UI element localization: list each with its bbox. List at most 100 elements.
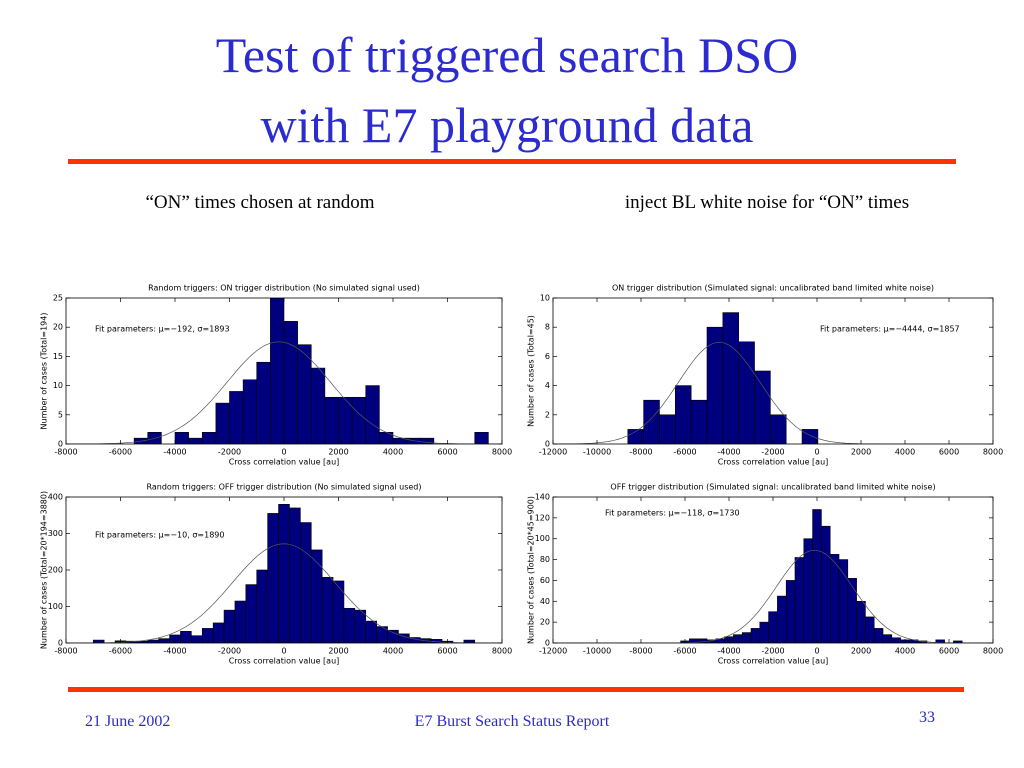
- bar: [365, 620, 377, 643]
- x-tick-label: 2000: [851, 647, 871, 656]
- x-tick-label: -2000: [218, 647, 241, 656]
- x-tick-label: 0: [281, 647, 286, 656]
- bar: [768, 611, 778, 643]
- bar: [706, 326, 724, 444]
- bar: [659, 414, 676, 444]
- bar: [856, 600, 866, 643]
- x-tick-label: 4000: [895, 647, 915, 656]
- y-tick-label: 0: [545, 639, 550, 648]
- x-tick-label: -8000: [54, 647, 77, 656]
- y-tick-label: 0: [58, 639, 63, 648]
- chart-title: OFF trigger distribution (Simulated sign…: [610, 483, 935, 492]
- x-tick-label: -10000: [583, 647, 611, 656]
- bar: [289, 507, 301, 643]
- bar: [310, 367, 326, 444]
- caption: inject BL white noise for “ON” times: [625, 192, 909, 213]
- bar: [643, 399, 660, 444]
- slide-title: with E7 playground data: [261, 97, 754, 153]
- x-tick-label: 8000: [492, 647, 512, 656]
- x-tick-label: -6000: [673, 647, 696, 656]
- bar: [882, 634, 893, 643]
- bar: [332, 580, 345, 643]
- bar: [229, 391, 244, 444]
- y-tick-label: 200: [48, 566, 63, 575]
- y-axis-label: Number of cases (Total=20*194=3880): [40, 491, 49, 649]
- y-tick-label: 5: [58, 410, 63, 419]
- y-tick-label: 0: [545, 440, 550, 449]
- bar: [147, 639, 159, 643]
- x-tick-label: 2000: [851, 448, 871, 457]
- x-tick-label: 0: [281, 448, 286, 457]
- bar: [267, 513, 279, 643]
- x-tick-label: 8000: [983, 448, 1003, 457]
- y-tick-label: 140: [535, 493, 550, 502]
- bar: [690, 399, 708, 444]
- plot: [553, 497, 993, 643]
- x-axis-label: Cross correlation value [au]: [229, 657, 340, 666]
- bar: [215, 402, 230, 444]
- x-tick-label: -12000: [539, 647, 567, 656]
- y-tick-label: 0: [58, 440, 63, 449]
- bar: [821, 525, 831, 643]
- x-tick-label: 0: [814, 647, 819, 656]
- fit-label: Fit parameters: μ=−192, σ=1893: [95, 325, 230, 334]
- x-tick-label: -2000: [218, 448, 241, 457]
- y-tick-label: 60: [540, 576, 550, 585]
- x-tick-label: -8000: [629, 448, 652, 457]
- bar: [463, 639, 476, 643]
- x-tick-label: -4000: [163, 448, 186, 457]
- plot: [553, 298, 993, 444]
- x-tick-label: -4000: [717, 647, 740, 656]
- bar: [354, 609, 367, 643]
- y-tick-label: 4: [545, 381, 550, 390]
- bar: [777, 595, 787, 643]
- y-axis-label: Number of cases (Total=194): [40, 313, 49, 430]
- chart-title: Random triggers: OFF trigger distributio…: [147, 483, 422, 492]
- bar: [733, 634, 743, 643]
- bar: [759, 621, 769, 643]
- y-tick-label: 120: [535, 513, 550, 522]
- bar: [300, 522, 312, 643]
- y-tick-label: 300: [48, 529, 63, 538]
- x-tick-label: 0: [814, 448, 819, 457]
- bar: [351, 396, 367, 444]
- bar: [283, 321, 298, 444]
- bar: [270, 298, 285, 444]
- bar: [953, 640, 963, 643]
- x-tick-label: -2000: [761, 448, 784, 457]
- fit-label: Fit parameters: μ=−118, σ=1730: [605, 509, 740, 518]
- x-tick-label: 4000: [383, 448, 403, 457]
- x-tick-label: -2000: [761, 647, 784, 656]
- bar: [738, 341, 755, 444]
- bar: [722, 312, 739, 444]
- footer-date: 21 June 2002: [85, 713, 170, 730]
- x-tick-label: -4000: [717, 448, 740, 457]
- fit-curve: [66, 543, 502, 643]
- fit-label: Fit parameters: μ=−4444, σ=1857: [820, 325, 960, 334]
- y-tick-label: 25: [53, 294, 63, 303]
- bar: [873, 628, 884, 643]
- bar: [838, 559, 849, 643]
- bar: [419, 437, 435, 444]
- y-tick-label: 100: [535, 534, 550, 543]
- x-tick-label: 6000: [437, 647, 457, 656]
- footer-title: E7 Burst Search Status Report: [415, 713, 610, 730]
- bar: [803, 538, 813, 643]
- bar: [223, 609, 236, 643]
- bar: [242, 379, 258, 444]
- x-axis-label: Cross correlation value [au]: [229, 458, 340, 467]
- bar: [256, 569, 268, 643]
- bar: [741, 632, 752, 643]
- y-tick-label: 2: [545, 410, 550, 419]
- fit-curve: [553, 342, 993, 444]
- bar: [188, 437, 203, 444]
- bar: [770, 414, 787, 444]
- bar: [180, 631, 192, 643]
- bar: [191, 635, 203, 643]
- chart-title: Random triggers: ON trigger distribution…: [148, 284, 420, 293]
- bar: [174, 432, 189, 444]
- y-tick-label: 6: [545, 352, 550, 361]
- bar: [158, 638, 170, 643]
